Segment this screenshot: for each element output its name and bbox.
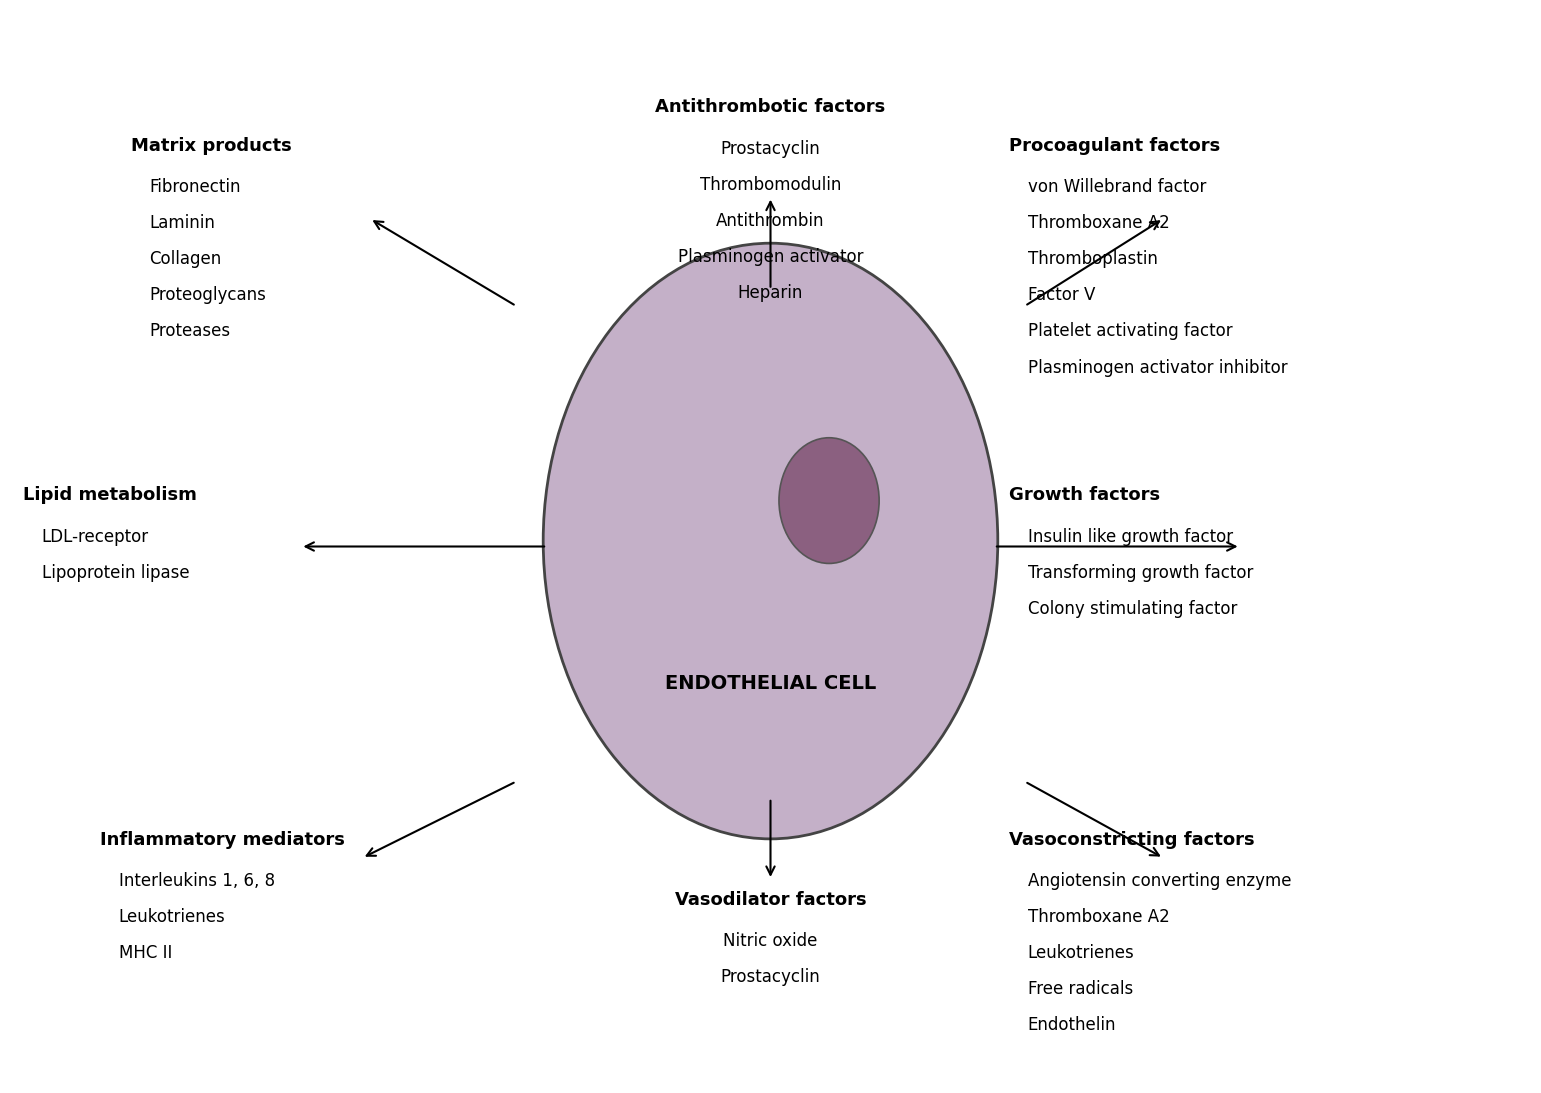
Text: Insulin like growth factor: Insulin like growth factor (1028, 528, 1233, 545)
Text: Plasminogen activator: Plasminogen activator (678, 248, 863, 266)
Text: Plasminogen activator inhibitor: Plasminogen activator inhibitor (1028, 359, 1287, 376)
Text: Factor V: Factor V (1028, 286, 1096, 304)
Text: Collagen: Collagen (149, 250, 222, 268)
Text: Proteases: Proteases (149, 322, 231, 340)
Text: Fibronectin: Fibronectin (149, 178, 240, 196)
Text: Antithrombotic factors: Antithrombotic factors (655, 98, 886, 116)
Text: Leukotrienes: Leukotrienes (1028, 944, 1134, 962)
Text: Thromboplastin: Thromboplastin (1028, 250, 1157, 268)
Text: Laminin: Laminin (149, 214, 216, 232)
Text: Prostacyclin: Prostacyclin (721, 968, 820, 986)
Text: Inflammatory mediators: Inflammatory mediators (100, 831, 345, 848)
Text: Vasodilator factors: Vasodilator factors (675, 891, 866, 908)
Text: Free radicals: Free radicals (1028, 980, 1133, 998)
Text: ENDOTHELIAL CELL: ENDOTHELIAL CELL (664, 673, 877, 693)
Text: Lipoprotein lipase: Lipoprotein lipase (42, 564, 190, 581)
Text: Matrix products: Matrix products (131, 137, 291, 154)
Text: Heparin: Heparin (738, 284, 803, 302)
Text: Lipid metabolism: Lipid metabolism (23, 486, 197, 504)
Text: Vasoconstricting factors: Vasoconstricting factors (1009, 831, 1254, 848)
Text: MHC II: MHC II (119, 944, 173, 962)
Text: Platelet activating factor: Platelet activating factor (1028, 322, 1233, 340)
Text: Nitric oxide: Nitric oxide (723, 932, 818, 950)
Text: Angiotensin converting enzyme: Angiotensin converting enzyme (1028, 872, 1291, 890)
Text: Thromboxane A2: Thromboxane A2 (1028, 908, 1170, 926)
Text: Colony stimulating factor: Colony stimulating factor (1028, 600, 1237, 618)
Text: Proteoglycans: Proteoglycans (149, 286, 267, 304)
Text: Endothelin: Endothelin (1028, 1016, 1116, 1034)
Text: Growth factors: Growth factors (1009, 486, 1160, 504)
Text: von Willebrand factor: von Willebrand factor (1028, 178, 1207, 196)
Text: Procoagulant factors: Procoagulant factors (1009, 137, 1220, 154)
Text: Thromboxane A2: Thromboxane A2 (1028, 214, 1170, 232)
Text: LDL-receptor: LDL-receptor (42, 528, 149, 545)
Text: Antithrombin: Antithrombin (717, 212, 824, 230)
Text: Transforming growth factor: Transforming growth factor (1028, 564, 1253, 581)
Text: Prostacyclin: Prostacyclin (721, 140, 820, 157)
Ellipse shape (542, 243, 999, 839)
Text: Leukotrienes: Leukotrienes (119, 908, 225, 926)
Text: Interleukins 1, 6, 8: Interleukins 1, 6, 8 (119, 872, 274, 890)
Text: Thrombomodulin: Thrombomodulin (700, 176, 841, 193)
Ellipse shape (780, 437, 878, 563)
